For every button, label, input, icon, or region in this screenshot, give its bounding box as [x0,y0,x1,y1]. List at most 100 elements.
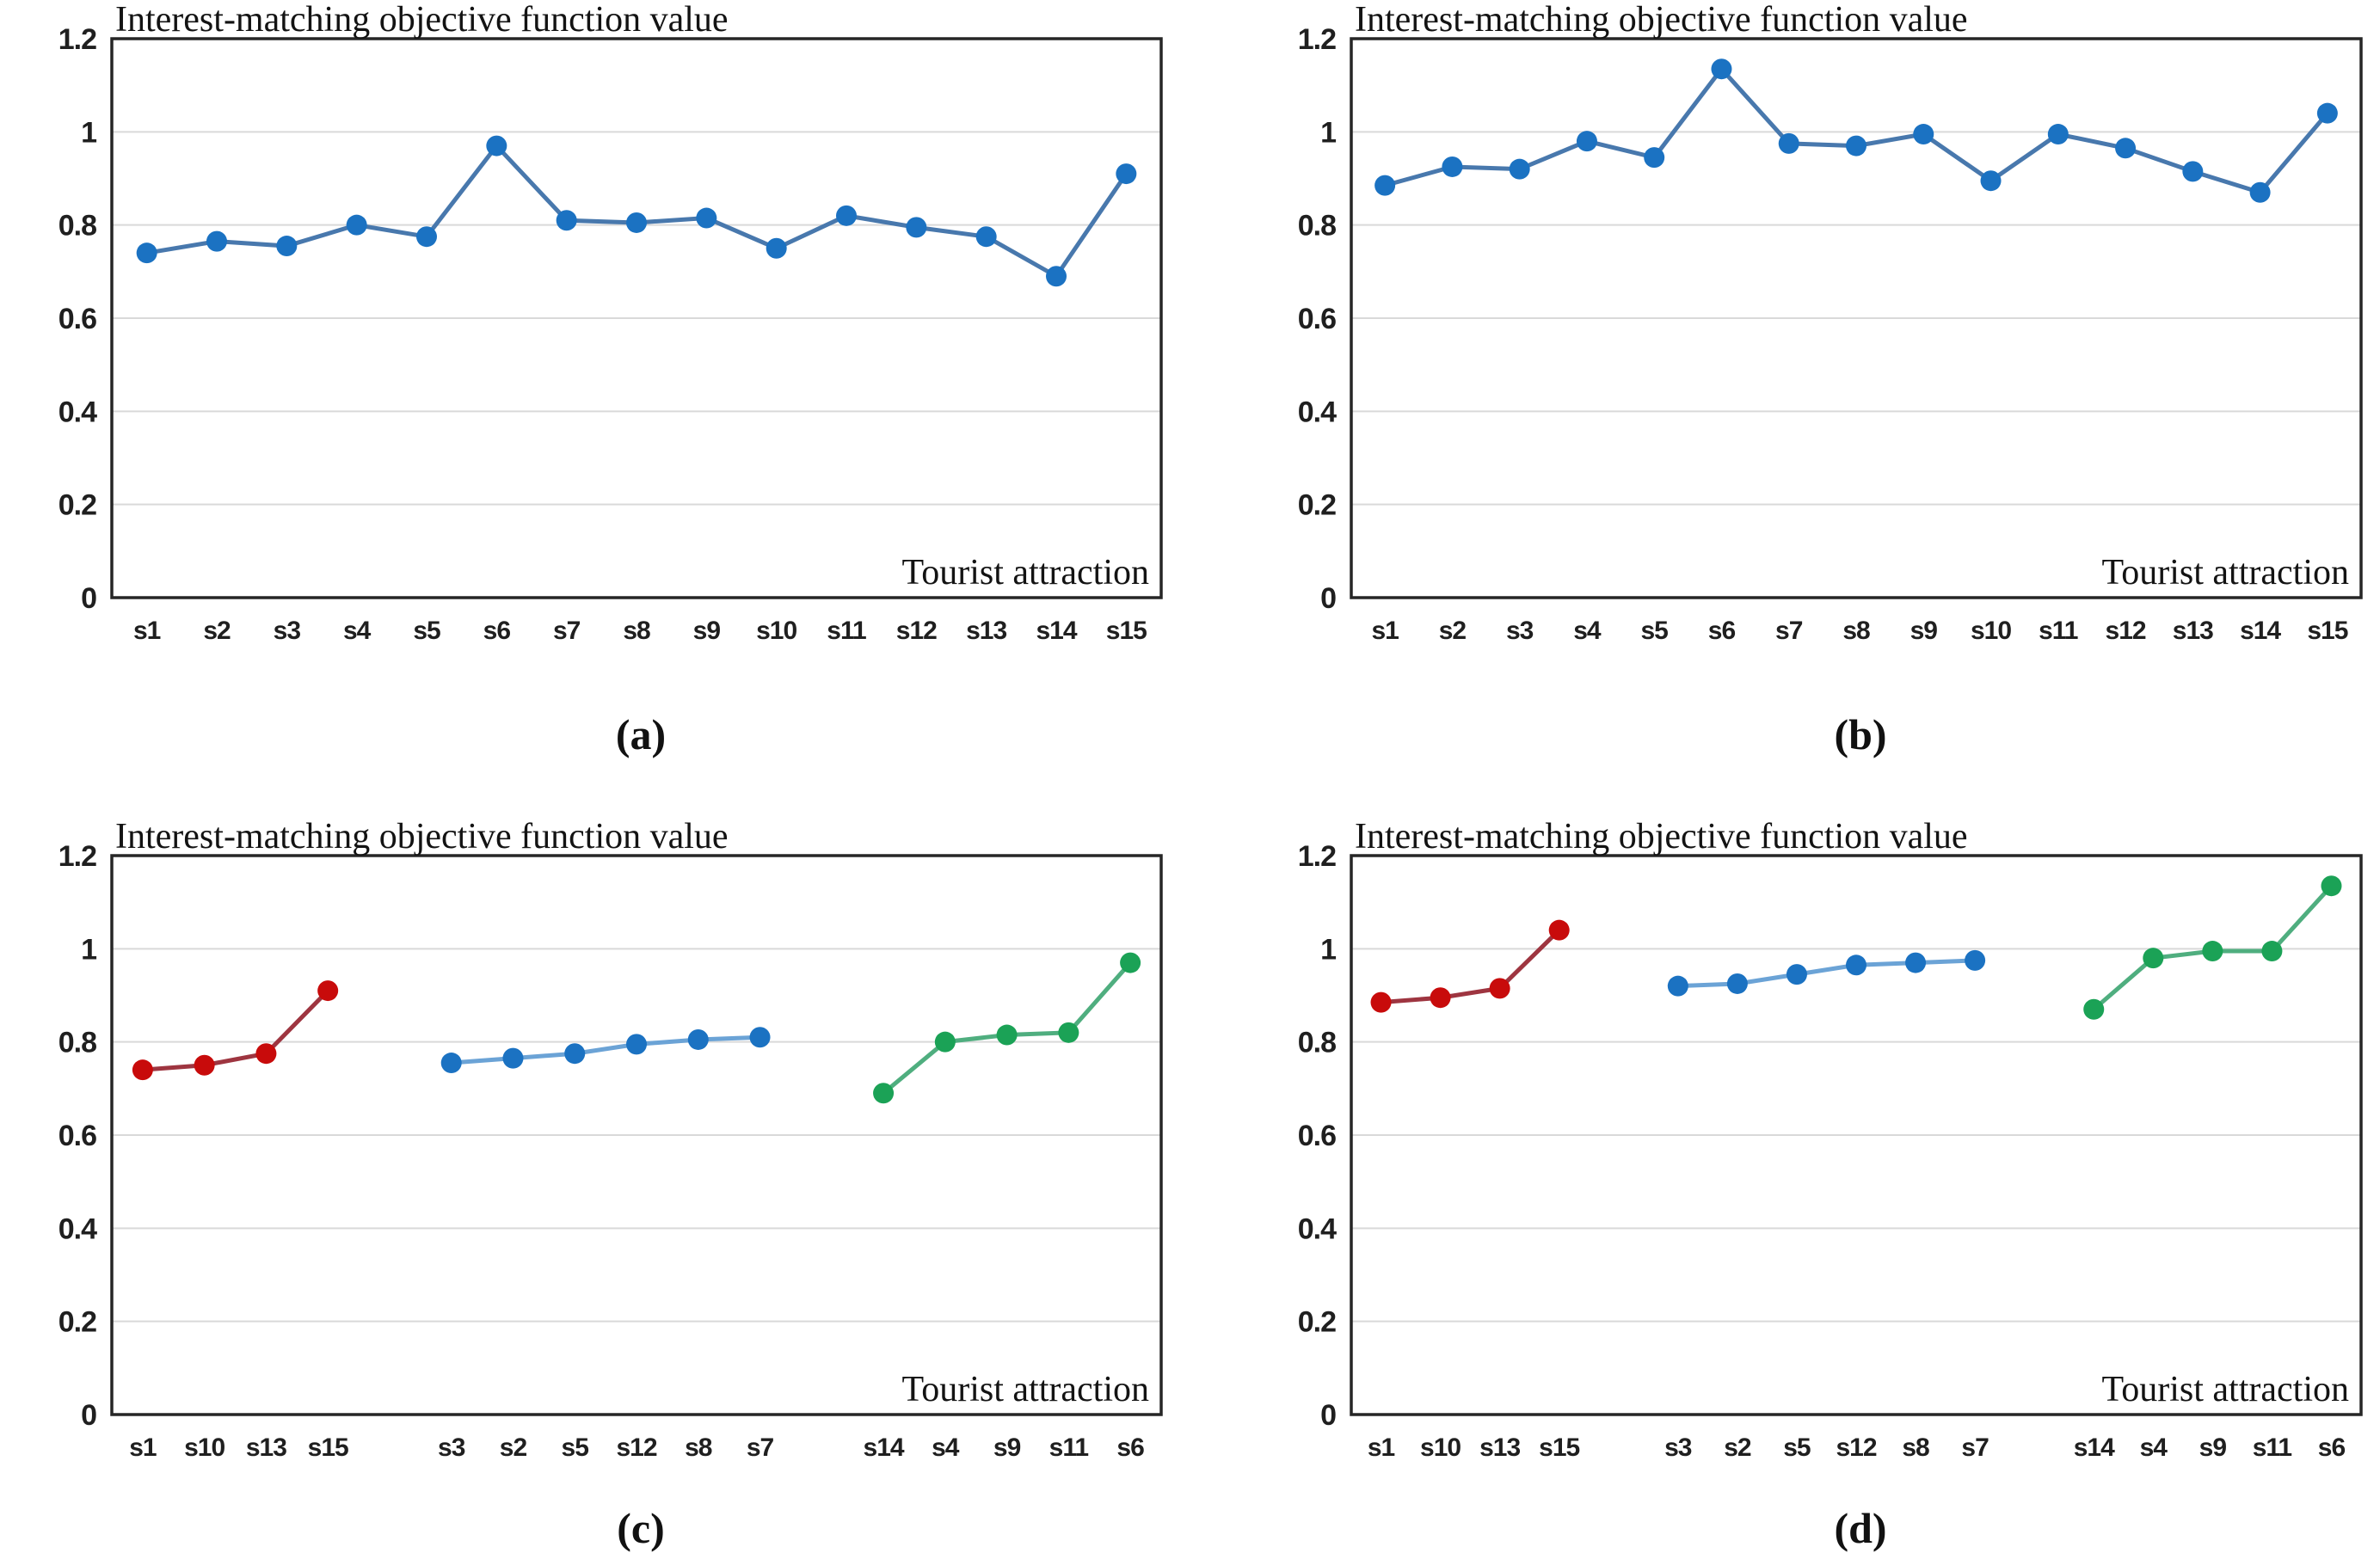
data-point-s13 [1489,978,1510,999]
data-point-s14 [2083,998,2105,1020]
x-tick-label: s7 [1775,617,1803,645]
data-point-s9 [696,207,717,229]
data-point-s2 [1442,156,1463,177]
x-tick-label: s8 [1902,1433,1929,1462]
data-point-s7 [1965,949,1986,971]
x-tick-label: s3 [1664,1433,1692,1462]
data-point-s14 [873,1083,895,1104]
data-point-s11 [1058,1022,1079,1043]
x-tick-label: s4 [932,1433,960,1462]
x-tick-label: s9 [1910,617,1938,645]
x-tick-label: s10 [1420,1433,1461,1462]
panel-a: 0 0.2 0.4 0.6 0.8 1 1.2 Interest-matching objec… [0,0,1191,758]
data-point-s14 [1046,266,1067,287]
data-point-s4 [934,1031,956,1053]
y-tick-label: 0.8 [1298,210,1336,242]
data-point-s2 [206,230,227,252]
data-point-s8 [1846,135,1866,157]
y-tick-label: 0.6 [1298,1120,1336,1152]
panel-b: 0 0.2 0.4 0.6 0.8 1 1.2 Interest-matching objec… [1191,0,2380,758]
x-tick-label: s15 [2307,617,2347,645]
x-tick-label: s15 [1106,617,1147,645]
x-tick-label: s6 [1708,617,1736,645]
y-tick-label: 1.2 [1298,23,1336,56]
data-point-s15 [1116,163,1137,185]
x-tick-label: s10 [1971,617,2011,645]
y-tick-label: 1 [81,116,96,149]
data-point-s5 [1644,147,1665,169]
x-tick-label: s8 [1842,617,1870,645]
data-point-s12 [626,1034,647,1055]
y-tick-label: 0.6 [1298,303,1336,335]
plot-border [1350,37,2363,599]
data-point-s7 [556,210,577,231]
y-tick-label: 0.6 [58,303,96,335]
x-tick-label: s2 [500,1433,527,1462]
plot-border [110,854,1163,1416]
x-axis-label: Tourist attraction [902,553,1149,592]
x-tick-label: s4 [2140,1433,2168,1462]
x-tick-label: s12 [616,1433,656,1462]
data-point-s6 [1711,58,1732,80]
x-tick-label: s6 [2318,1433,2346,1462]
data-point-s7 [1778,132,1799,154]
x-tick-label: s3 [1506,617,1534,645]
y-tick-label: 1 [1320,933,1336,966]
x-tick-label: s13 [966,617,1006,645]
x-tick-label: s11 [2253,1433,2292,1462]
y-tick-label: 0.8 [58,210,96,242]
x-tick-label: s14 [1036,617,1077,645]
y-tick-label: 0.8 [1298,1027,1336,1059]
x-tick-label: s7 [747,1433,774,1462]
x-tick-label: s2 [203,617,231,645]
chart-c: 0 0.2 0.4 0.6 0.8 1 1.2 Interest-matching objec… [58,817,1163,1462]
data-point-s4 [346,214,367,236]
x-axis-label: Tourist attraction [2102,553,2349,592]
chart-d: 0 0.2 0.4 0.6 0.8 1 1.2 Interest-matching objec… [1298,817,2363,1462]
x-tick-label: s12 [896,617,937,645]
data-point-s5 [416,226,437,248]
data-point-s9 [2202,941,2223,962]
panel-d-caption: (d) [1834,1504,1887,1552]
x-tick-label: s1 [1371,617,1399,645]
y-tick-label: 1.2 [1298,840,1336,873]
x-tick-label: s13 [1479,1433,1520,1462]
data-point-s4 [2143,948,2164,969]
chart-title: Interest-matching objective function val… [1355,817,1968,856]
data-point-s12 [1846,955,1866,976]
panel-a-caption: (a) [615,710,667,758]
series-line-interest-matching-values [146,142,1129,279]
panel-c: 0 0.2 0.4 0.6 0.8 1 1.2 Interest-matching objec… [0,817,1191,1552]
data-point-s11 [2047,124,2069,145]
data-point-s14 [2249,181,2271,203]
data-point-s9 [1913,124,1934,145]
x-tick-label: s11 [1049,1433,1089,1462]
y-tick-label: 1.2 [58,23,96,56]
data-point-s5 [1786,964,1807,985]
x-tick-label: s9 [2199,1433,2227,1462]
chart-title: Interest-matching objective function val… [1355,0,1968,40]
x-tick-label: s5 [562,1433,589,1462]
data-point-s11 [836,205,857,226]
panel-c-caption: (c) [617,1504,665,1552]
x-tick-label: s5 [1783,1433,1811,1462]
data-point-s6 [1120,952,1141,973]
panel-b-caption: (b) [1834,710,1887,758]
x-tick-label: s15 [308,1433,348,1462]
data-point-s1 [1374,175,1396,196]
y-tick-label: 0.6 [58,1120,96,1152]
data-point-s12 [906,217,927,238]
y-tick-label: 0.2 [58,489,96,522]
x-tick-label: s9 [993,1433,1021,1462]
y-tick-label: 0 [81,1399,96,1432]
x-tick-label: s8 [623,617,650,645]
x-tick-label: s12 [1836,1433,1876,1462]
data-point-s10 [1980,170,2002,192]
series-line-tour-group-1 [1381,928,1561,1005]
data-point-s9 [996,1024,1018,1046]
data-point-s13 [255,1043,277,1065]
y-tick-label: 0 [1320,1399,1336,1432]
x-tick-label: s2 [1439,617,1467,645]
chart-title: Interest-matching objective function val… [115,0,729,40]
x-tick-label: s2 [1724,1433,1751,1462]
